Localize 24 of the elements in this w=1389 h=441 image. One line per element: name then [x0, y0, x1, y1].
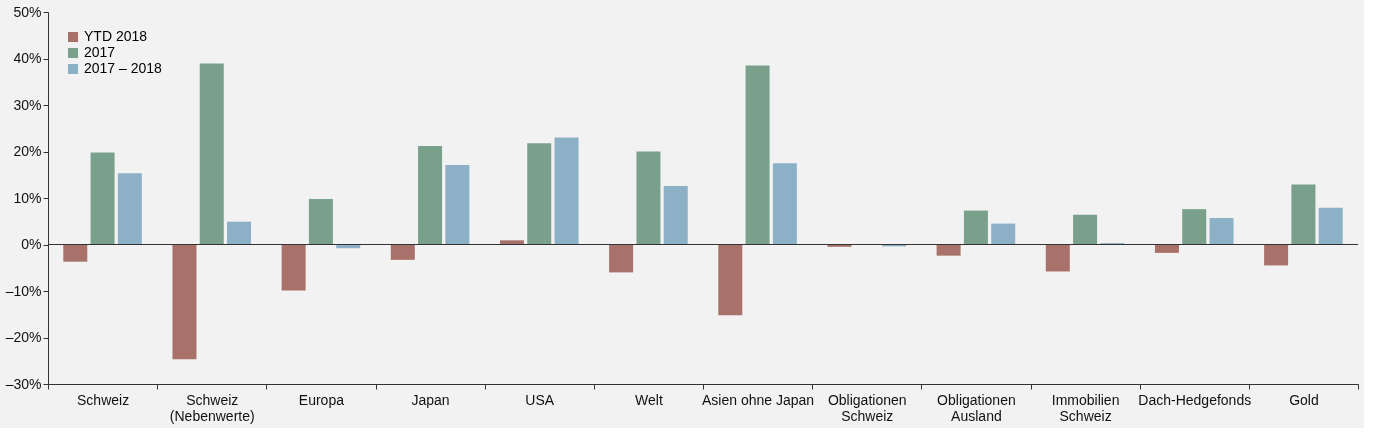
y-tick-label: –20%	[5, 329, 42, 345]
x-tick-label: Dach-Hedgefonds	[1138, 391, 1252, 408]
y-tick-label: 10%	[13, 189, 42, 206]
y-tick-label: 30%	[13, 96, 42, 113]
x-tick-label: Schweiz	[77, 391, 130, 408]
y-tick-label: –10%	[5, 282, 42, 299]
legend-label: 2017	[84, 44, 116, 60]
x-tick-label: Asien ohne Japan	[702, 391, 815, 408]
y-tick-label: –30%	[5, 375, 42, 392]
x-tick-label: Immobilien Schweiz	[1051, 391, 1120, 424]
x-tick-label: Welt	[635, 391, 663, 408]
x-tick-label: Europa	[298, 391, 345, 408]
x-tick-label: Obligationen Ausland	[937, 391, 1016, 424]
y-tick-label: 0%	[21, 236, 42, 252]
y-tick-label: 50%	[13, 3, 42, 20]
y-tick-label: 20%	[13, 143, 42, 159]
x-tick-label: Schweiz (Nebenwerte)	[169, 391, 255, 424]
y-tick-label: 40%	[13, 50, 42, 66]
x-tick-label: Gold	[1289, 391, 1319, 408]
legend-label: YTD 2018	[84, 28, 148, 44]
x-tick-label: Japan	[411, 391, 450, 408]
legend-label: 2017 – 2018	[84, 60, 163, 76]
x-tick-label: USA	[525, 391, 555, 408]
x-tick-label: Obligationen Schweiz	[827, 391, 907, 424]
